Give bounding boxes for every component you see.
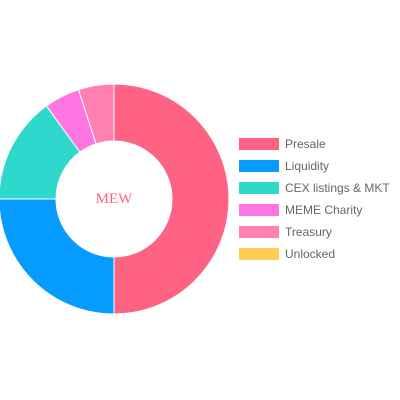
legend-swatch-meme-charity [239, 204, 279, 216]
legend-item-treasury[interactable]: Treasury [239, 221, 399, 243]
center-label: MEW [95, 191, 133, 207]
legend-swatch-treasury [239, 226, 279, 238]
legend-label-liquidity: Liquidity [285, 159, 330, 173]
legend-item-liquidity[interactable]: Liquidity [239, 155, 399, 177]
donut-slices [0, 83, 230, 315]
legend-item-meme-charity[interactable]: MEME Charity [239, 199, 399, 221]
legend-swatch-liquidity [239, 160, 279, 172]
legend-item-presale[interactable]: Presale [239, 133, 399, 155]
legend-label-treasury: Treasury [285, 225, 332, 239]
legend-swatch-presale [239, 138, 279, 150]
legend-swatch-cex-listings-mkt [239, 182, 279, 194]
slice-liquidity[interactable] [0, 198, 115, 315]
legend: Presale Liquidity CEX listings & MKT MEME C… [239, 133, 399, 265]
legend-label-unlocked: Unlocked [285, 247, 336, 261]
legend-swatch-unlocked [239, 248, 279, 260]
legend-label-meme-charity: MEME Charity [285, 203, 363, 217]
slice-presale[interactable] [113, 83, 230, 315]
legend-label-cex-listings-mkt: CEX listings & MKT [285, 181, 390, 195]
legend-label-presale: Presale [285, 137, 326, 151]
slice-treasury[interactable] [77, 83, 115, 145]
legend-item-cex-listings-mkt[interactable]: CEX listings & MKT [239, 177, 399, 199]
legend-item-unlocked[interactable]: Unlocked [239, 243, 399, 265]
